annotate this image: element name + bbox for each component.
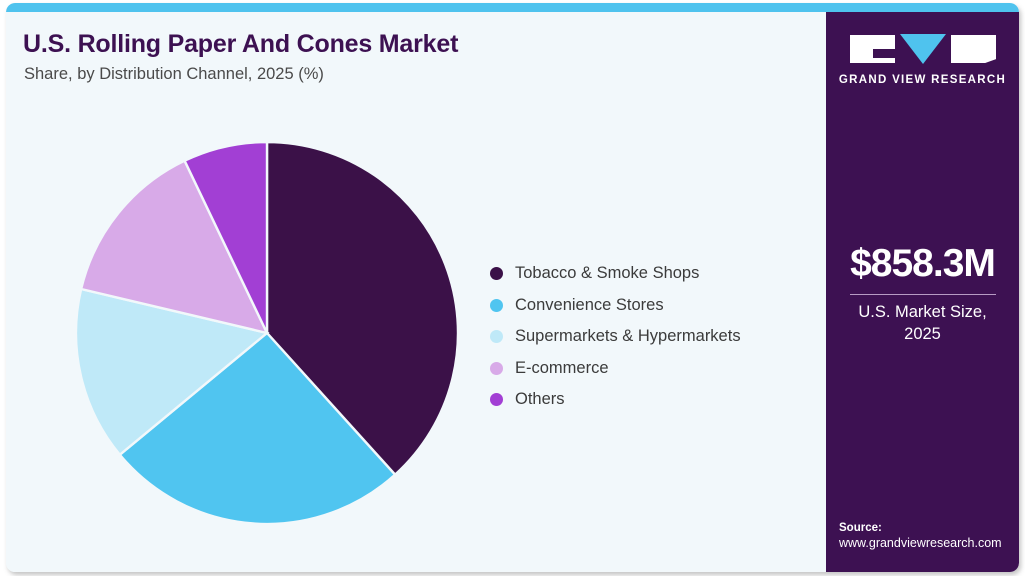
brand-logo: GRAND VIEW RESEARCH	[826, 34, 1019, 86]
legend-label: Convenience Stores	[515, 295, 664, 314]
logo-g-icon	[849, 35, 895, 63]
legend-item-supermarkets-hypermarkets[interactable]: Supermarkets & Hypermarkets	[490, 321, 741, 353]
market-size-callout: $858.3M U.S. Market Size, 2025	[826, 242, 1019, 346]
legend-item-others[interactable]: Others	[490, 384, 741, 416]
legend-item-convenience-stores[interactable]: Convenience Stores	[490, 290, 741, 322]
legend-swatch-icon	[490, 330, 503, 344]
legend-swatch-icon	[490, 298, 503, 312]
legend-label: E-commerce	[515, 358, 609, 377]
market-size-value: $858.3M	[850, 242, 996, 285]
legend-swatch-icon	[490, 267, 503, 281]
pie-chart	[67, 133, 467, 533]
market-size-caption: U.S. Market Size, 2025	[858, 302, 987, 343]
chart-legend: Tobacco & Smoke Shops Convenience Stores…	[490, 258, 741, 416]
legend-swatch-icon	[490, 361, 503, 375]
logo-marks	[826, 34, 1019, 64]
infographic-card: U.S. Rolling Paper And Cones Market Shar…	[6, 3, 1019, 572]
pie-chart-svg	[74, 140, 460, 526]
logo-v-triangle-icon	[899, 34, 946, 64]
pie-slice[interactable]	[79, 159, 270, 335]
page-subtitle: Share, by Distribution Channel, 2025 (%)	[24, 65, 324, 83]
chart-pane: U.S. Rolling Paper And Cones Market Shar…	[6, 12, 826, 572]
legend-item-tobacco-smoke-shops[interactable]: Tobacco & Smoke Shops	[490, 258, 741, 290]
source-label: Source:	[839, 522, 882, 534]
pie-slice[interactable]	[182, 140, 269, 334]
logo-r-icon	[950, 35, 996, 63]
pie-slice-group	[74, 140, 460, 526]
legend-label: Others	[515, 390, 565, 409]
top-accent-bar	[6, 3, 1019, 12]
legend-item-e-commerce[interactable]: E-commerce	[490, 353, 741, 385]
pie-slice[interactable]	[265, 140, 460, 477]
pie-slice[interactable]	[118, 331, 397, 526]
sidebar-panel: GRAND VIEW RESEARCH $858.3M U.S. Market …	[826, 12, 1019, 572]
page-title: U.S. Rolling Paper And Cones Market	[23, 30, 459, 58]
legend-swatch-icon	[490, 393, 503, 407]
divider	[849, 293, 996, 295]
legend-label: Supermarkets & Hypermarkets	[515, 327, 741, 346]
legend-label: Tobacco & Smoke Shops	[515, 264, 700, 283]
pie-slice[interactable]	[74, 287, 270, 457]
source-block: Source: www.grandviewresearch.com	[839, 522, 1019, 550]
source-url[interactable]: www.grandviewresearch.com	[839, 536, 1002, 550]
logo-wordmark: GRAND VIEW RESEARCH	[838, 74, 1007, 86]
